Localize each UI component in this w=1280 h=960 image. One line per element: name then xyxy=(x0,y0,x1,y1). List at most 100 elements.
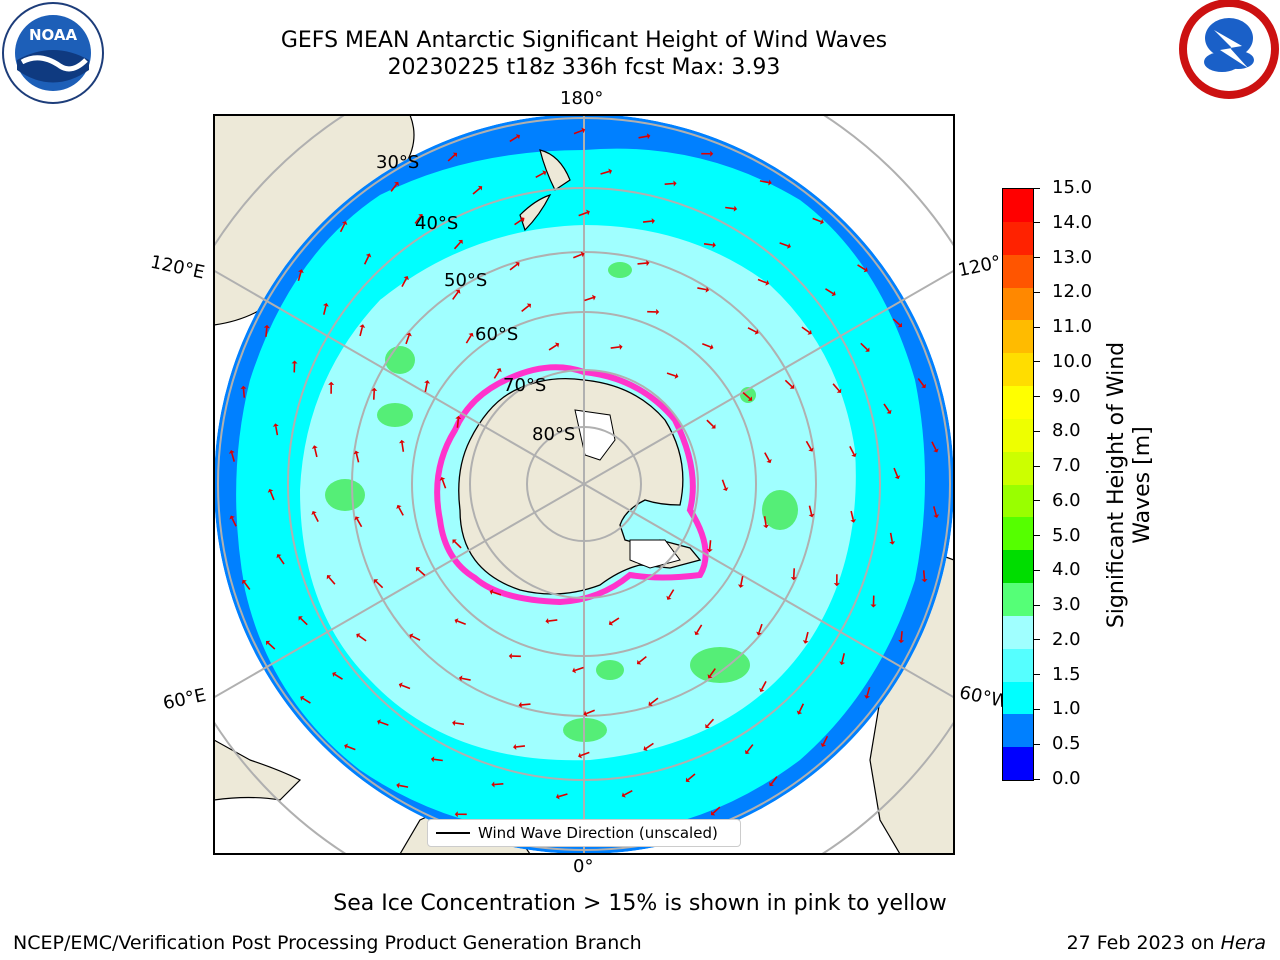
wind-arrow-shaft xyxy=(922,570,926,580)
wind-arrow-shaft xyxy=(363,255,370,265)
wind-arrow-shaft xyxy=(447,154,456,162)
colorbar-tick-mark xyxy=(1034,465,1040,467)
wind-arrow-shaft xyxy=(580,751,590,757)
wind-arrow-head xyxy=(515,262,520,267)
wind-arrow-head xyxy=(921,383,927,389)
wind-arrow-head xyxy=(586,209,590,216)
wind-arrow-head xyxy=(452,152,458,158)
colorbar-tick-label: 13.0 xyxy=(1052,246,1093,268)
colorbar-tick-mark xyxy=(1034,639,1040,641)
wind-arrow-shaft xyxy=(514,218,523,226)
lon-label-180: 180° xyxy=(560,88,604,109)
wind-arrow-head xyxy=(424,380,431,384)
wind-arrow-head xyxy=(808,447,814,452)
wind-arrow-head xyxy=(592,294,596,301)
colorbar-tick-label: 14.0 xyxy=(1052,211,1093,233)
colorbar-label-line2: Waves [m] xyxy=(1130,426,1155,544)
wind-arrow-head xyxy=(399,439,405,444)
wind-arrow-head xyxy=(933,448,939,453)
graticule xyxy=(214,115,954,854)
footer-host: Hera xyxy=(1220,932,1266,954)
wind-arrow-head xyxy=(608,168,613,175)
wind-arrow-head xyxy=(756,631,762,636)
wind-arrow-shaft xyxy=(801,326,810,333)
wind-arrow-shaft xyxy=(757,278,767,284)
wind-arrow-head xyxy=(353,450,360,455)
wind-arrow-shaft xyxy=(747,327,757,333)
wind-arrow-head xyxy=(744,749,750,755)
wind-arrow-shaft xyxy=(761,681,767,690)
wind-arrow-head xyxy=(458,675,463,682)
wind-arrow-shaft xyxy=(322,305,327,315)
wind-arrow-head xyxy=(580,251,585,258)
wind-arrow-head xyxy=(359,324,366,328)
wind-arrow-shaft xyxy=(932,506,937,516)
colorbar-tick-mark xyxy=(1034,604,1040,606)
wind-arrow-head xyxy=(396,504,402,509)
wind-arrow-shaft xyxy=(314,448,318,458)
wind-arrow-shaft xyxy=(638,135,648,139)
wind-arrow-shaft xyxy=(668,589,675,598)
wind-arrow-head xyxy=(886,409,892,414)
wind-arrow-head xyxy=(656,308,660,315)
wind-arrow-shaft xyxy=(825,288,834,295)
wind-arrow-shaft xyxy=(610,346,620,349)
wind-arrow-shaft xyxy=(585,709,595,715)
wind-arrow-shaft xyxy=(509,136,518,143)
chart-title: GEFS MEAN Antarctic Significant Height o… xyxy=(280,28,888,53)
wind-arrow-shaft xyxy=(441,479,447,489)
wind-arrow-head xyxy=(267,488,274,493)
wind-arrow-head xyxy=(373,579,379,584)
colorbar-tick-mark xyxy=(1034,708,1040,710)
wind-arrow-shaft xyxy=(664,182,674,185)
colorbar-tick-label: 0.0 xyxy=(1052,768,1081,789)
wind-arrow-head xyxy=(608,620,614,626)
wind-arrow-shaft xyxy=(883,403,890,412)
wind-arrow-head xyxy=(839,661,845,666)
wind-arrow-shaft xyxy=(275,426,279,436)
wind-arrow-head xyxy=(377,719,381,725)
wind-arrow-head xyxy=(759,687,765,692)
wind-arrow-shaft xyxy=(573,129,583,135)
wind-arrow-head xyxy=(864,694,870,699)
wind-arrow-head xyxy=(807,329,812,335)
wind-arrow-shaft xyxy=(931,441,937,451)
colorbar-tick-mark xyxy=(1034,500,1040,502)
wind-arrow-head xyxy=(819,218,824,225)
wind-arrow-shaft xyxy=(764,452,770,461)
wind-arrow-head xyxy=(229,515,235,520)
wind-arrow-head xyxy=(323,302,329,307)
colorbar-tick-label: 6.0 xyxy=(1052,489,1081,511)
wind-arrow-shaft xyxy=(454,541,462,549)
wind-arrow-head xyxy=(765,279,770,286)
wind-arrow-shaft xyxy=(297,271,302,282)
colorbar-tick-mark xyxy=(1034,396,1040,398)
wind-arrow-head xyxy=(454,618,459,624)
colorbar-segment xyxy=(1003,484,1033,518)
wind-arrow-head xyxy=(790,577,797,581)
legend-label: Wind Wave Direction (unscaled) xyxy=(478,824,718,842)
colorbar-tick-mark xyxy=(1034,257,1040,259)
wind-arrow-shaft xyxy=(706,718,715,727)
colorbar xyxy=(1002,188,1034,781)
colorbar-tick-mark xyxy=(1034,743,1040,745)
wind-arrow-head xyxy=(796,710,803,715)
wind-arrow-shaft xyxy=(650,697,659,705)
wind-arrow-head xyxy=(870,604,877,608)
wind-arrow-shaft xyxy=(610,617,620,624)
wind-arrow-head xyxy=(298,616,303,621)
colorbar-segment xyxy=(1003,386,1033,419)
wind-arrow-shaft xyxy=(300,617,308,626)
wind-arrow-head xyxy=(241,579,247,585)
wind-arrow-head xyxy=(820,742,827,747)
colorbar-tick-mark xyxy=(1034,674,1040,676)
wind-arrow-shaft xyxy=(708,540,712,550)
wind-arrow-shaft xyxy=(405,335,410,345)
wind-arrow-shaft xyxy=(375,580,384,589)
wind-arrow-head xyxy=(572,667,576,674)
wind-arrow-head xyxy=(648,701,653,706)
inner-land xyxy=(519,149,571,232)
wind-arrow-shaft xyxy=(355,453,360,463)
wind-arrow-shaft xyxy=(302,697,311,704)
colorbar-segment xyxy=(1003,451,1033,485)
